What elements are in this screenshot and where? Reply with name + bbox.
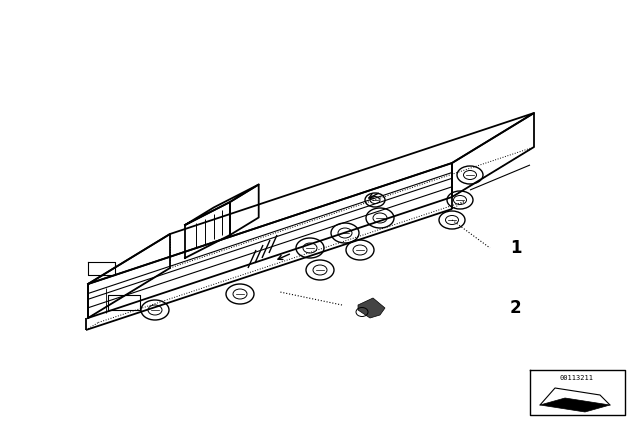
Polygon shape [358,298,385,318]
Polygon shape [540,398,610,412]
Text: 00113211: 00113211 [560,375,594,381]
Text: 1: 1 [510,239,522,257]
Text: 2: 2 [510,299,522,317]
